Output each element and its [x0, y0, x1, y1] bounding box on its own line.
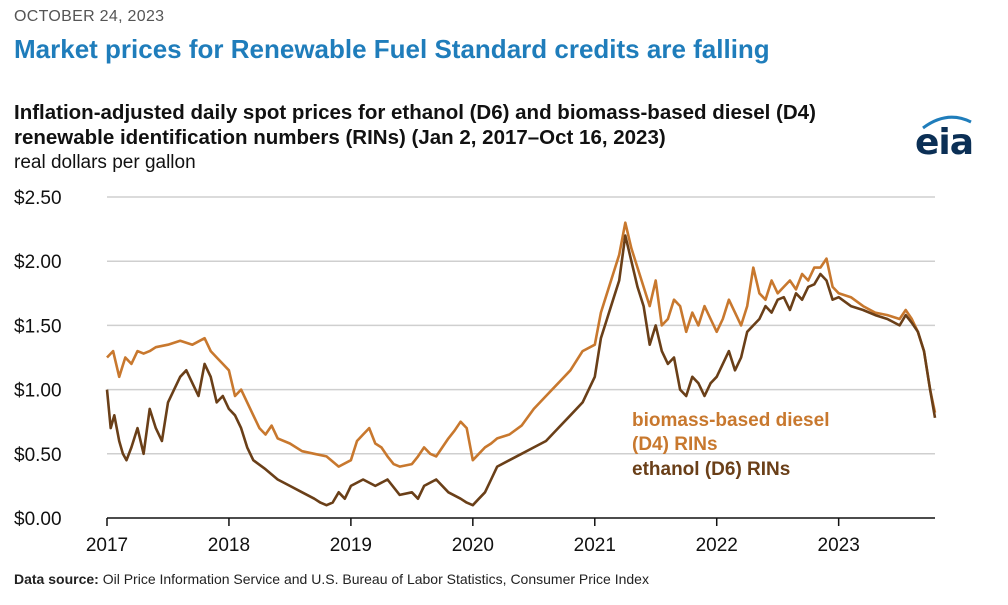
headline: Market prices for Renewable Fuel Standar… — [14, 34, 770, 64]
y-tick-label: $1.00 — [14, 381, 62, 402]
eia-logo: eia — [915, 115, 981, 163]
grid-lines — [107, 196, 935, 455]
y-axis-unit-label: real dollars per gallon — [14, 152, 196, 173]
y-tick-label: $2.00 — [14, 252, 62, 273]
x-tick-label: 2018 — [208, 535, 250, 556]
publication-date: OCTOBER 24, 2023 — [14, 8, 165, 25]
series-line-biomass-diesel — [106, 221, 937, 468]
series-labels: biomass-based diesel (D4) RINs ethanol (D6… — [632, 410, 829, 480]
y-tick-label: $2.50 — [14, 188, 62, 209]
data-source: Data source: Oil Price Information Servi… — [14, 571, 649, 587]
series-label-ethanol: ethanol (D6) RINs — [632, 459, 790, 480]
x-axis: 2017 2018 2019 2020 2021 2022 2023 — [86, 517, 935, 556]
x-tick-label: 2020 — [452, 535, 494, 556]
series-lines — [105, 221, 937, 507]
logo-arc-icon — [922, 115, 972, 130]
x-tick-label: 2017 — [86, 535, 128, 556]
series-label-biomass-diesel: biomass-based diesel — [632, 410, 829, 431]
line-chart: $0.00$0.50$1.00$1.50$2.00$2.50 2017 2018 2… — [14, 188, 937, 556]
y-tick-label: $0.00 — [14, 509, 62, 530]
x-tick-label: 2022 — [696, 535, 738, 556]
y-tick-label: $1.50 — [14, 316, 62, 337]
series-label-biomass-diesel: (D4) RINs — [632, 434, 718, 455]
x-tick-label: 2019 — [330, 535, 372, 556]
data-source-text: Oil Price Information Service and U.S. B… — [102, 571, 649, 587]
data-source-label: Data source: — [14, 571, 99, 587]
x-tick-label: 2021 — [574, 535, 616, 556]
y-tick-label: $0.50 — [14, 445, 62, 466]
chart-title: Inflation-adjusted daily spot prices for… — [14, 101, 816, 149]
x-tick-label: 2023 — [818, 535, 860, 556]
series-line-ethanol — [105, 234, 937, 507]
logo-text: eia — [915, 122, 974, 163]
y-axis-ticks: $0.00 $0.50 $1.00 $1.50 $2.00 $2.50 — [14, 188, 62, 530]
